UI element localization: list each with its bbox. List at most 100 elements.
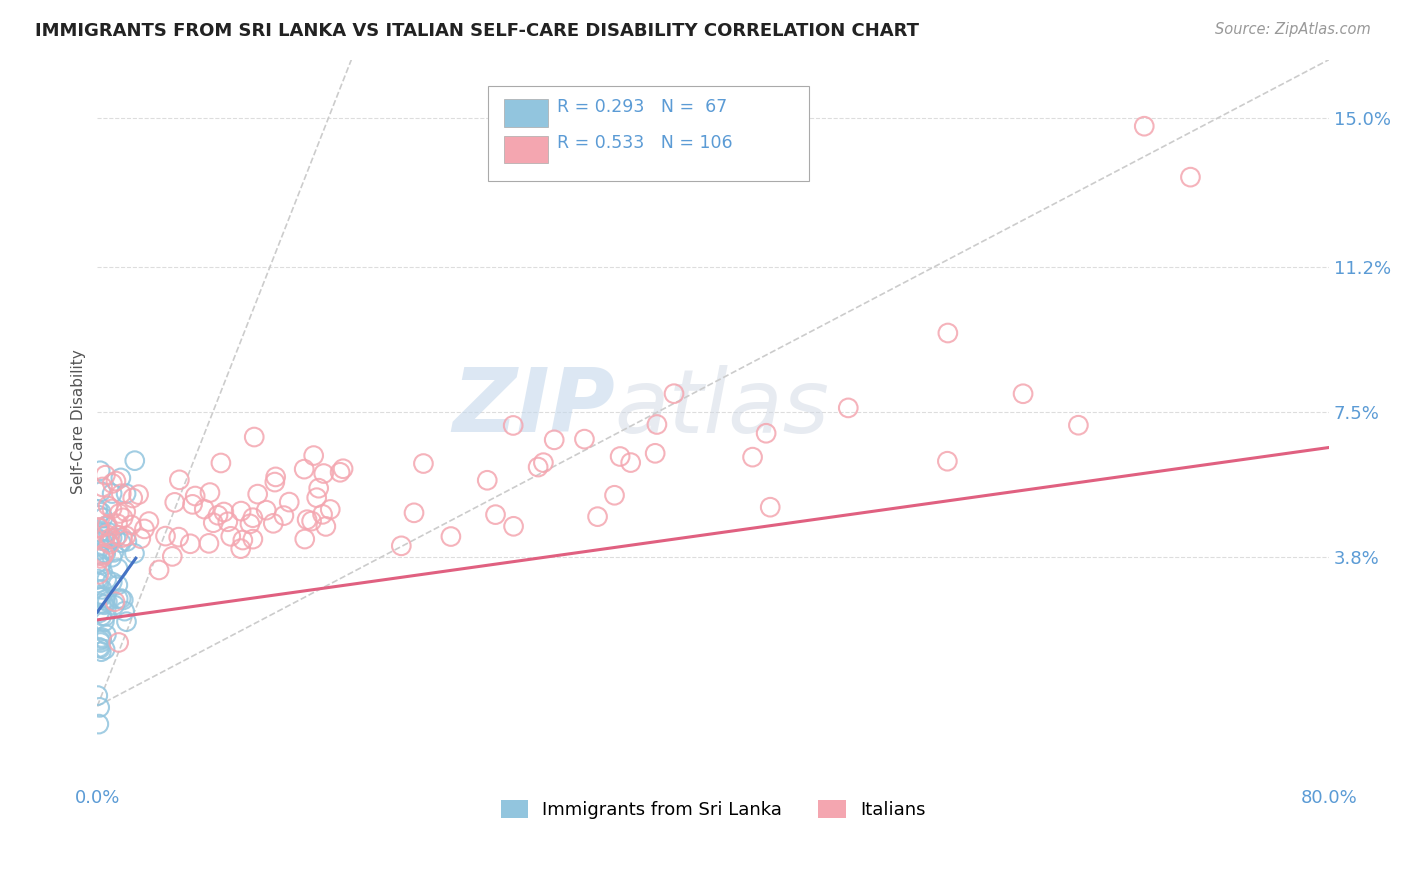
Point	[90, 558, 112, 572]
Point	[97, 499, 120, 513]
Point	[207, 508, 229, 523]
Point	[212, 505, 235, 519]
Point	[184, 489, 207, 503]
Point	[101, 476, 124, 491]
Point	[121, 491, 143, 505]
Point	[114, 604, 136, 618]
Point	[110, 487, 132, 501]
Y-axis label: Self-Care Disability: Self-Care Disability	[72, 350, 86, 494]
Point	[101, 575, 124, 590]
Point	[232, 533, 254, 547]
Point	[87, 576, 110, 591]
Point	[603, 488, 626, 502]
Point	[107, 528, 129, 542]
Point	[502, 519, 524, 533]
Point	[243, 430, 266, 444]
Legend: Immigrants from Sri Lanka, Italians: Immigrants from Sri Lanka, Italians	[494, 792, 932, 826]
Point	[94, 592, 117, 607]
Point	[114, 505, 136, 519]
Point	[91, 511, 114, 525]
Point	[134, 522, 156, 536]
Point	[295, 513, 318, 527]
Point	[163, 495, 186, 509]
Point	[402, 506, 425, 520]
Point	[246, 487, 269, 501]
Point	[193, 502, 215, 516]
Point	[90, 632, 112, 646]
Point	[198, 536, 221, 550]
Point	[1180, 170, 1202, 185]
Point	[308, 481, 330, 495]
Point	[273, 508, 295, 523]
Point	[96, 518, 118, 533]
Point	[89, 641, 111, 656]
Point	[294, 532, 316, 546]
Point	[202, 516, 225, 530]
Point	[94, 542, 117, 557]
Point	[620, 456, 643, 470]
Point	[644, 446, 666, 460]
Point	[329, 465, 352, 479]
Point	[531, 456, 554, 470]
Point	[103, 598, 125, 612]
Point	[89, 700, 111, 714]
Point	[264, 470, 287, 484]
Point	[110, 535, 132, 549]
Point	[319, 502, 342, 516]
Point	[89, 532, 111, 546]
Point	[305, 491, 328, 505]
Point	[502, 418, 524, 433]
Point	[301, 514, 323, 528]
Point	[94, 468, 117, 483]
Point	[148, 563, 170, 577]
Point	[90, 635, 112, 649]
Text: IMMIGRANTS FROM SRI LANKA VS ITALIAN SELF-CARE DISABILITY CORRELATION CHART: IMMIGRANTS FROM SRI LANKA VS ITALIAN SEL…	[35, 22, 920, 40]
Point	[412, 457, 434, 471]
Point	[586, 509, 609, 524]
Point	[91, 582, 114, 597]
Point	[115, 529, 138, 543]
Point	[98, 537, 121, 551]
Point	[90, 631, 112, 645]
Point	[219, 529, 242, 543]
Point	[101, 486, 124, 500]
Point	[112, 511, 135, 525]
Point	[87, 502, 110, 516]
Point	[302, 449, 325, 463]
Point	[96, 519, 118, 533]
Point	[87, 572, 110, 586]
Point	[87, 590, 110, 604]
Point	[93, 530, 115, 544]
Point	[96, 628, 118, 642]
Point	[110, 471, 132, 485]
Point	[181, 497, 204, 511]
Point	[332, 462, 354, 476]
Point	[107, 578, 129, 592]
Point	[89, 464, 111, 478]
Point	[120, 518, 142, 533]
Point	[209, 456, 232, 470]
Text: Source: ZipAtlas.com: Source: ZipAtlas.com	[1215, 22, 1371, 37]
Point	[101, 502, 124, 516]
FancyBboxPatch shape	[488, 87, 810, 181]
Point	[278, 495, 301, 509]
Point	[936, 326, 959, 340]
Point	[312, 467, 335, 481]
Point	[107, 635, 129, 649]
Point	[91, 565, 114, 579]
Point	[128, 488, 150, 502]
Point	[107, 561, 129, 575]
Point	[645, 417, 668, 432]
Point	[484, 508, 506, 522]
Point	[93, 615, 115, 629]
Point	[315, 519, 337, 533]
Point	[254, 503, 277, 517]
Point	[389, 539, 412, 553]
FancyBboxPatch shape	[503, 100, 548, 127]
Point	[162, 549, 184, 564]
Point	[89, 640, 111, 655]
Point	[103, 545, 125, 559]
Point	[110, 591, 132, 606]
Point	[609, 450, 631, 464]
Point	[1067, 418, 1090, 433]
